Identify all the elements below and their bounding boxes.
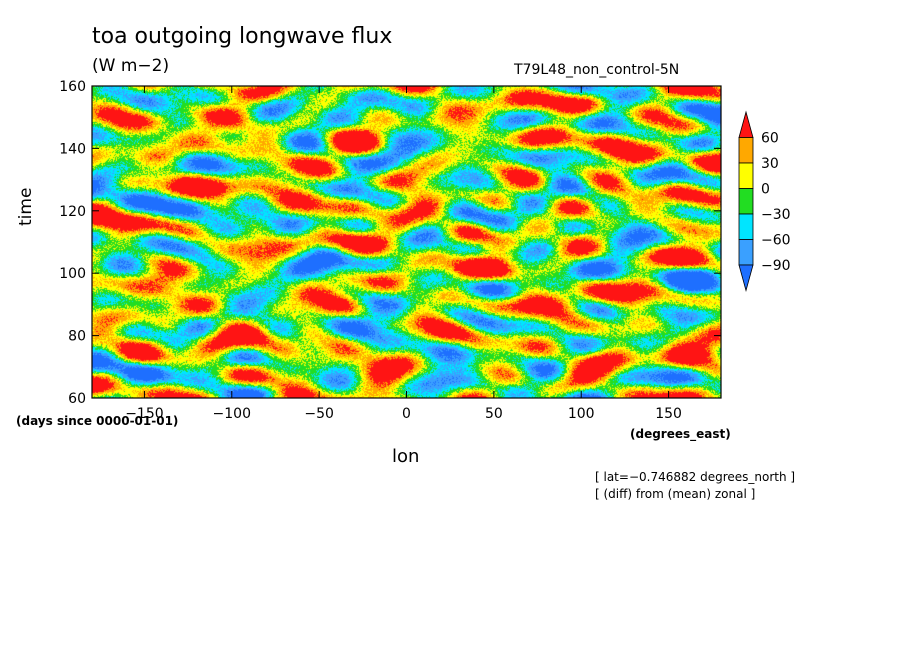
annotation-diff: [ (diff) from (mean) zonal ]: [595, 487, 756, 501]
colorbar: −90 −60 −30 0 30 60: [738, 110, 791, 293]
x-tick-label: 50: [485, 406, 503, 422]
x-ticks: −150 −100 −50 0 50 100 150: [125, 86, 682, 422]
colorbar-box: [738, 137, 754, 164]
y-tick-label: 140: [59, 141, 86, 157]
colorbar-label: 0: [761, 182, 770, 198]
annotation-latitude: [ lat=−0.746882 degrees_north ]: [595, 470, 796, 484]
colorbar-box: [738, 188, 754, 215]
colorbar-bottom-triangle: [738, 264, 754, 293]
x-tick-label: 100: [568, 406, 595, 422]
x-axis-units: (degrees_east): [630, 427, 731, 441]
x-tick-label: 0: [402, 406, 411, 422]
x-tick-label: 150: [655, 406, 682, 422]
colorbar-label: 60: [761, 131, 779, 147]
colorbar-box: [738, 239, 754, 266]
y-tick-label: 160: [59, 79, 86, 95]
x-tick-label: −100: [213, 406, 251, 422]
colorbar-label: −60: [761, 233, 791, 249]
y-tick-label: 120: [59, 204, 86, 220]
colorbar-label: 30: [761, 156, 779, 172]
y-ticks: 60 80 100 120 140 160: [59, 79, 721, 407]
chart-title: toa outgoing longwave flux: [92, 24, 393, 49]
y-tick-label: 60: [68, 391, 86, 407]
run-label: T79L48_non_control-5N: [514, 62, 680, 78]
colorbar-label: −30: [761, 207, 791, 223]
y-tick-label: 100: [59, 266, 86, 282]
colorbar-box: [738, 213, 754, 240]
colorbar-label: −90: [761, 258, 791, 274]
x-tick-label: −150: [125, 406, 163, 422]
colorbar-box: [738, 162, 754, 189]
y-axis-units: (days since 0000-01-01): [16, 414, 179, 428]
x-tick-label: −50: [304, 406, 334, 422]
y-tick-label: 80: [68, 329, 86, 345]
chart-units: (W m−2): [92, 56, 170, 76]
x-axis-label: lon: [392, 446, 420, 467]
heatmap-image: [92, 86, 721, 398]
colorbar-top-triangle: [738, 110, 754, 138]
heatmap-field: [92, 86, 721, 398]
